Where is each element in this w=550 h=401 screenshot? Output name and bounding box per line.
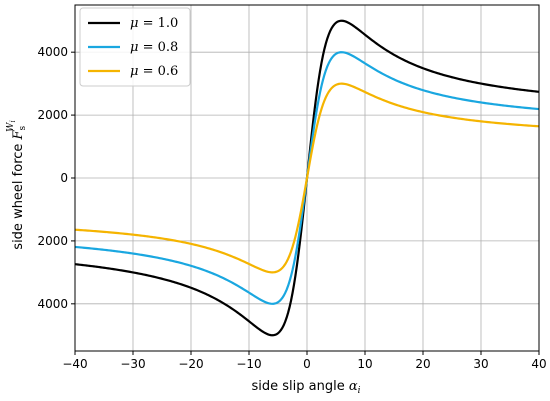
x-tick-label: −40 bbox=[62, 357, 87, 371]
x-tick-label: 20 bbox=[415, 357, 430, 371]
x-axis-label: side slip angle αi bbox=[251, 379, 360, 396]
y-tick-label: 2000 bbox=[37, 108, 68, 122]
legend-entry: μ = 0.6 bbox=[130, 64, 178, 79]
x-tick-label: −30 bbox=[120, 357, 145, 371]
legend-entry: μ = 0.8 bbox=[130, 40, 178, 55]
x-tick-label: 10 bbox=[357, 357, 372, 371]
x-tick-label: 40 bbox=[531, 357, 546, 371]
legend-box bbox=[79, 7, 191, 87]
y-tick-label: 4000 bbox=[37, 45, 68, 59]
x-axis-ticks: −40 −30 −20 −10 0 10 20 30 40 bbox=[62, 351, 547, 371]
legend-entry: μ = 1.0 bbox=[130, 16, 178, 31]
x-tick-label: 0 bbox=[303, 357, 311, 371]
y-tick-label: 4000 bbox=[37, 297, 68, 311]
y-tick-label: 2000 bbox=[37, 234, 68, 248]
series-lines bbox=[74, 19, 540, 337]
series-line bbox=[74, 82, 540, 274]
x-tick-label: 30 bbox=[473, 357, 488, 371]
legend: μ = 1.0 μ = 0.8 μ = 0.6 bbox=[79, 7, 191, 87]
y-tick-label: 0 bbox=[60, 171, 68, 185]
x-tick-label: −20 bbox=[178, 357, 203, 371]
x-tick-label: −10 bbox=[236, 357, 261, 371]
y-axis-ticks: 4000 2000 0 2000 4000 bbox=[37, 45, 75, 311]
y-axis-label: side wheel force FsWi bbox=[6, 120, 28, 249]
